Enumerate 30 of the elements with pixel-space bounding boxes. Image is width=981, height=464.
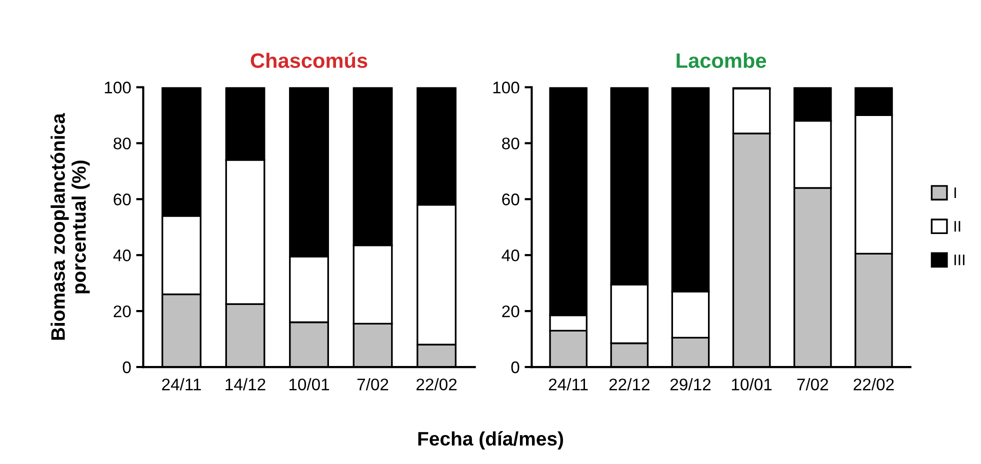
x-tick-label: 14/12 [226, 378, 266, 390]
legend-label: I [954, 187, 956, 198]
x-tick-label: 22/02 [854, 378, 894, 390]
y-tick-label: 100 [493, 82, 520, 94]
y-tick-label: 20 [114, 305, 131, 318]
y-tick-label: 0 [511, 361, 520, 374]
x-tick-label: 24/11 [162, 378, 201, 390]
y-tick-label: 80 [114, 138, 131, 150]
x-tick-label: 22/02 [416, 378, 457, 390]
x-tick-label: 10/01 [289, 378, 330, 390]
x-tick-label: 7/02 [797, 378, 828, 390]
y-tick-label: 80 [502, 138, 520, 150]
legend-label: II [954, 221, 960, 232]
x-tick-label: 22/12 [609, 378, 650, 390]
y-tick-label: 100 [104, 82, 131, 94]
x-tick-label: 10/01 [732, 378, 772, 390]
x-axis-title: Fecha (día/mes) [418, 431, 564, 450]
legend-label: III [954, 254, 964, 266]
y-tick-label: 40 [502, 250, 520, 262]
x-tick-label: 24/11 [548, 378, 588, 390]
y-tick-label: 40 [113, 250, 131, 262]
chart-title: Chascomús [250, 52, 368, 68]
x-tick-label: 7/02 [357, 378, 388, 390]
y-tick-label: 60 [114, 194, 131, 206]
y-axis-title: Biomasa zooplanctónica porcentual (%) [50, 113, 90, 340]
chart-title: Lacombe [676, 52, 766, 68]
y-tick-label: 0 [122, 361, 131, 374]
x-tick-label: 29/12 [670, 378, 711, 390]
y-tick-label: 20 [502, 305, 520, 318]
y-tick-label: 60 [502, 194, 520, 206]
